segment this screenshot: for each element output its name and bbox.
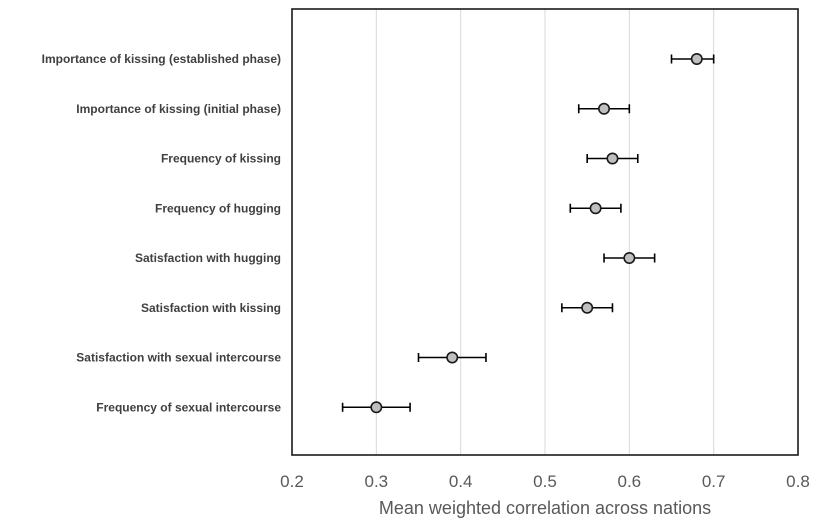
data-point bbox=[598, 102, 611, 115]
data-point bbox=[690, 52, 703, 65]
x-tick-label: 0.2 bbox=[280, 472, 304, 491]
category-label: Importance of kissing (established phase… bbox=[42, 52, 281, 66]
x-tick-label: 0.6 bbox=[618, 472, 642, 491]
x-tick-label: 0.3 bbox=[365, 472, 389, 491]
x-tick-labels: 0.2 0.3 0.4 0.5 0.6 0.7 0.8 bbox=[280, 472, 810, 491]
gridlines bbox=[375, 9, 715, 455]
data-point bbox=[606, 152, 619, 165]
category-label: Frequency of sexual intercourse bbox=[96, 400, 281, 414]
data-points bbox=[370, 52, 703, 414]
category-labels: Importance of kissing (established phase… bbox=[42, 52, 282, 414]
category-label: Satisfaction with kissing bbox=[141, 301, 281, 315]
x-axis-title: Mean weighted correlation across nations bbox=[379, 498, 711, 518]
data-point bbox=[370, 401, 383, 414]
error-bars bbox=[341, 54, 715, 412]
category-label: Satisfaction with hugging bbox=[135, 251, 281, 265]
category-label: Satisfaction with sexual intercourse bbox=[76, 351, 281, 365]
data-point bbox=[446, 351, 459, 364]
category-label: Frequency of hugging bbox=[155, 201, 281, 215]
plot-frame bbox=[291, 8, 799, 456]
x-tick-label: 0.7 bbox=[702, 472, 726, 491]
data-point bbox=[623, 252, 636, 265]
data-point bbox=[589, 202, 602, 215]
category-label: Importance of kissing (initial phase) bbox=[76, 102, 281, 116]
data-point bbox=[581, 301, 594, 314]
x-tick-label: 0.5 bbox=[533, 472, 557, 491]
x-tick-label: 0.4 bbox=[449, 472, 473, 491]
x-tick-label: 0.8 bbox=[786, 472, 810, 491]
category-label: Frequency of kissing bbox=[161, 152, 281, 166]
